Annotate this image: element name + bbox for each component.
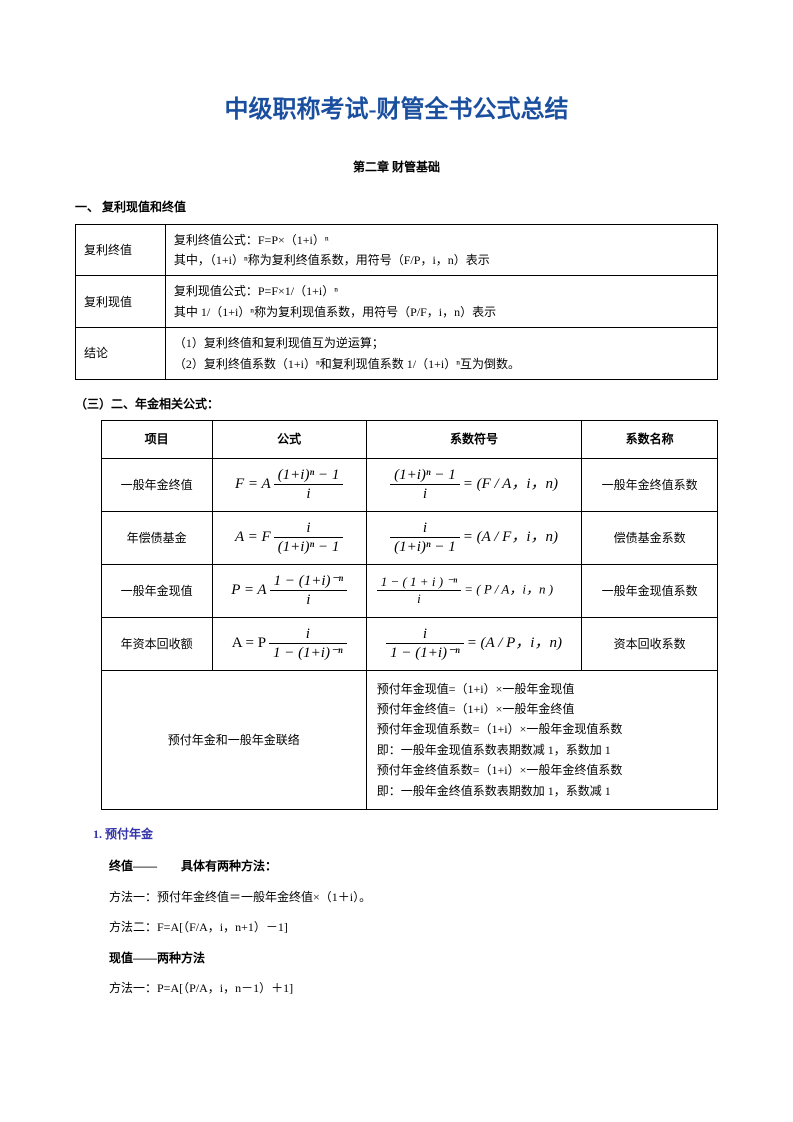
table-annuity: 项目 公式 系数符号 系数名称 一般年金终值 F = A (1+i)ⁿ − 1 …	[101, 420, 718, 810]
cell-formula: A = F i (1+i)ⁿ − 1	[212, 511, 366, 564]
fraction: (1+i)ⁿ − 1 i	[274, 467, 344, 503]
subsection-heading: 1. 预付年金	[93, 824, 718, 844]
fraction: i (1+i)ⁿ − 1	[274, 520, 344, 556]
text: 即：一般年金现值系数表期数减 1，系数加 1	[377, 740, 711, 760]
lhs: A = P	[232, 634, 266, 650]
cell-name: 一般年金终值系数	[582, 458, 718, 511]
col-header: 系数名称	[582, 421, 718, 458]
cell-formula: A = P i 1 − (1+i)⁻ⁿ	[212, 617, 366, 670]
chapter-heading: 第二章 财管基础	[75, 157, 718, 177]
cell-content: 复利现值公式：P=F×1/（1+i）ⁿ 其中 1/（1+i）ⁿ称为复利现值系数，…	[165, 276, 717, 328]
table-row: 年资本回收额 A = P i 1 − (1+i)⁻ⁿ i 1 − (1+i)⁻ⁿ…	[101, 617, 717, 670]
text: 其中，（1+i）ⁿ称为复利终值系数，用符号（F/P，i，n）表示	[174, 250, 709, 270]
cell-symbol: i (1+i)ⁿ − 1 = (A / F，i，n)	[366, 511, 582, 564]
cell-content: （1）复利终值和复利现值互为逆运算； （2）复利终值系数（1+i）ⁿ和复利现值系…	[165, 328, 717, 380]
text: 预付年金现值=（1+i）×一般年金现值	[377, 679, 711, 699]
table-row: 复利现值 复利现值公式：P=F×1/（1+i）ⁿ 其中 1/（1+i）ⁿ称为复利…	[76, 276, 718, 328]
numerator: 1 − (1+i)⁻ⁿ	[270, 573, 348, 592]
denominator: 1 − (1+i)⁻ⁿ	[269, 644, 347, 662]
lhs: A = F	[235, 528, 271, 544]
bold-text: 现值——两种方法	[109, 951, 205, 965]
fraction: i (1+i)ⁿ − 1	[390, 520, 460, 556]
rhs: = ( P / A，i，n )	[464, 581, 553, 596]
section2-heading: （三）二、年金相关公式：	[75, 394, 718, 414]
cell-merged-right: 预付年金现值=（1+i）×一般年金现值 预付年金终值=（1+i）×一般年金终值 …	[366, 670, 717, 809]
cell-merged-left: 预付年金和一般年金联络	[101, 670, 366, 809]
denominator: i	[377, 591, 462, 606]
paragraph: 终值—— 具体有两种方法：	[109, 856, 718, 876]
table-row: 结论 （1）复利终值和复利现值互为逆运算； （2）复利终值系数（1+i）ⁿ和复利…	[76, 328, 718, 380]
col-header: 公式	[212, 421, 366, 458]
lhs: P = A	[231, 581, 266, 597]
table-row-merged: 预付年金和一般年金联络 预付年金现值=（1+i）×一般年金现值 预付年金终值=（…	[101, 670, 717, 809]
rhs: = (A / P，i，n)	[467, 634, 562, 650]
cell-formula: F = A (1+i)ⁿ − 1 i	[212, 458, 366, 511]
denominator: i	[274, 485, 344, 503]
numerator: 1 − ( 1 + i ) ⁻ⁿ	[377, 575, 462, 591]
col-header: 系数符号	[366, 421, 582, 458]
rhs: = (A / F，i，n)	[463, 528, 558, 544]
paragraph: 现值——两种方法	[109, 948, 718, 968]
denominator: 1 − (1+i)⁻ⁿ	[386, 644, 464, 662]
denominator: i	[270, 591, 348, 609]
text: （2）复利终值系数（1+i）ⁿ和复利现值系数 1/（1+i）ⁿ互为倒数。	[174, 354, 709, 374]
text: 预付年金终值=（1+i）×一般年金终值	[377, 699, 711, 719]
text: 即：一般年金终值系数表期数加 1，系数减 1	[377, 781, 711, 801]
bold-text: 终值—— 具体有两种方法：	[109, 859, 277, 873]
cell-label: 结论	[76, 328, 166, 380]
fraction: 1 − (1+i)⁻ⁿ i	[270, 573, 348, 609]
cell-item: 年资本回收额	[101, 617, 212, 670]
cell-symbol: i 1 − (1+i)⁻ⁿ = (A / P，i，n)	[366, 617, 582, 670]
denominator: (1+i)ⁿ − 1	[274, 538, 344, 556]
section1-heading: 一、 复利现值和终值	[75, 197, 718, 217]
cell-content: 复利终值公式：F=P×（1+i）ⁿ 其中，（1+i）ⁿ称为复利终值系数，用符号（…	[165, 224, 717, 276]
fraction: i 1 − (1+i)⁻ⁿ	[386, 626, 464, 662]
denominator: (1+i)ⁿ − 1	[390, 538, 460, 556]
table-row: 一般年金现值 P = A 1 − (1+i)⁻ⁿ i 1 − ( 1 + i )…	[101, 564, 717, 617]
table-row: 复利终值 复利终值公式：F=P×（1+i）ⁿ 其中，（1+i）ⁿ称为复利终值系数…	[76, 224, 718, 276]
paragraph: 方法一：预付年金终值＝一般年金终值×（1＋i）。	[109, 887, 718, 907]
numerator: i	[390, 520, 460, 539]
cell-item: 一般年金终值	[101, 458, 212, 511]
cell-name: 偿债基金系数	[582, 511, 718, 564]
cell-name: 资本回收系数	[582, 617, 718, 670]
cell-label: 复利现值	[76, 276, 166, 328]
text: 复利终值公式：F=P×（1+i）ⁿ	[174, 230, 709, 250]
cell-symbol: 1 − ( 1 + i ) ⁻ⁿ i = ( P / A，i，n )	[366, 564, 582, 617]
text: （1）复利终值和复利现值互为逆运算；	[174, 333, 709, 353]
cell-formula: P = A 1 − (1+i)⁻ⁿ i	[212, 564, 366, 617]
cell-name: 一般年金现值系数	[582, 564, 718, 617]
numerator: (1+i)ⁿ − 1	[390, 467, 460, 486]
table-compound-interest: 复利终值 复利终值公式：F=P×（1+i）ⁿ 其中，（1+i）ⁿ称为复利终值系数…	[75, 224, 718, 380]
fraction: i 1 − (1+i)⁻ⁿ	[269, 626, 347, 662]
cell-symbol: (1+i)ⁿ − 1 i = (F / A，i，n)	[366, 458, 582, 511]
lhs: F = A	[235, 475, 271, 491]
fraction: 1 − ( 1 + i ) ⁻ⁿ i	[377, 575, 462, 607]
denominator: i	[390, 485, 460, 503]
rhs: = (F / A，i，n)	[463, 475, 558, 491]
text: 其中 1/（1+i）ⁿ称为复利现值系数，用符号（P/F，i，n）表示	[174, 302, 709, 322]
page-title: 中级职称考试-财管全书公式总结	[75, 90, 718, 131]
fraction: (1+i)ⁿ − 1 i	[390, 467, 460, 503]
table-row: 年偿债基金 A = F i (1+i)ⁿ − 1 i (1+i)ⁿ − 1 = …	[101, 511, 717, 564]
text: 预付年金现值系数=（1+i）×一般年金现值系数	[377, 719, 711, 739]
numerator: i	[269, 626, 347, 645]
col-header: 项目	[101, 421, 212, 458]
table-header-row: 项目 公式 系数符号 系数名称	[101, 421, 717, 458]
paragraph: 方法一：P=A[（P/A，i，n－1）＋1]	[109, 978, 718, 998]
numerator: i	[274, 520, 344, 539]
numerator: i	[386, 626, 464, 645]
cell-item: 年偿债基金	[101, 511, 212, 564]
cell-item: 一般年金现值	[101, 564, 212, 617]
numerator: (1+i)ⁿ − 1	[274, 467, 344, 486]
text: 预付年金终值系数=（1+i）×一般年金终值系数	[377, 760, 711, 780]
table-row: 一般年金终值 F = A (1+i)ⁿ − 1 i (1+i)ⁿ − 1 i =…	[101, 458, 717, 511]
cell-label: 复利终值	[76, 224, 166, 276]
text: 复利现值公式：P=F×1/（1+i）ⁿ	[174, 281, 709, 301]
paragraph: 方法二：F=A[（F/A，i，n+1）－1]	[109, 917, 718, 937]
